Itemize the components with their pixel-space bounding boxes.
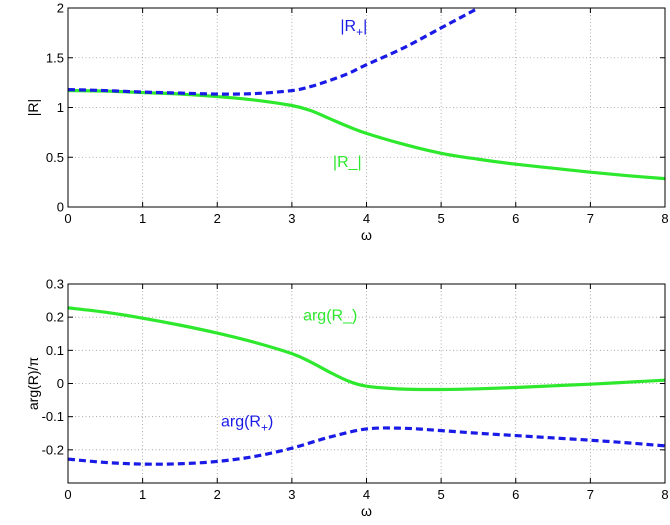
y-tick-label: 2 (57, 1, 64, 16)
x-tick-label: 4 (363, 211, 370, 226)
x-tick-label: 1 (139, 211, 146, 226)
x-tick-label: 8 (661, 487, 668, 502)
x-tick-label: 4 (363, 487, 370, 502)
x-tick-label: 3 (288, 487, 295, 502)
y-axis-label: arg(R)/π (25, 357, 41, 411)
y-tick-label: -0.1 (42, 409, 64, 424)
y-axis-label: |R| (25, 99, 41, 116)
x-tick-label: 6 (512, 487, 519, 502)
curve-label-2: |R_| (333, 154, 362, 171)
series-line-1 (68, 306, 665, 392)
y-tick-label: 1.5 (46, 50, 64, 65)
x-tick-label: 5 (438, 211, 445, 226)
x-tick-label: 0 (64, 487, 71, 502)
x-axis-label: ω (361, 503, 372, 519)
x-tick-label: 7 (587, 211, 594, 226)
chart-panel-2: 0 1 2 3 4 5 6 7 8 -0.2 -0.1 0 0.1 0.2 0.3 ω arg(R)/π arg(… (25, 277, 669, 520)
x-tick-label: 6 (512, 211, 519, 226)
x-tick-label: 5 (438, 487, 445, 502)
y-tick-label: 1 (57, 100, 64, 115)
grid (68, 8, 665, 207)
curve-label-subscript: + (356, 25, 363, 39)
curve-label-2: arg(R+) (221, 414, 273, 435)
x-axis-label: ω (361, 227, 372, 243)
curve-label-suffix: ) (268, 414, 273, 431)
x-tick-label: 8 (661, 211, 668, 226)
x-tick-label: 3 (288, 211, 295, 226)
series-line-2 (68, 8, 480, 96)
series-line-2 (68, 426, 665, 466)
x-tick-label: 2 (214, 487, 221, 502)
x-tick-label: 0 (64, 211, 71, 226)
y-tick-label: -0.2 (42, 442, 64, 457)
x-tick-label: 2 (214, 211, 221, 226)
curve-label-text: |R (340, 18, 356, 35)
curve-label-1: |R+| (340, 18, 367, 39)
curve-label-1: arg(R_) (303, 307, 357, 324)
y-tick-label: 0.1 (46, 343, 64, 358)
y-tick-label: 0.3 (46, 277, 64, 292)
x-tick-label: 7 (587, 487, 594, 502)
chart-panel-1: 0 1 2 3 4 5 6 7 800.511.52ω|R||R+||R_| (25, 1, 669, 244)
curve-label-subscript: + (261, 421, 268, 435)
grid (68, 284, 665, 483)
y-tick-label: 0 (57, 376, 64, 391)
curve-label-suffix: | (363, 18, 367, 35)
curve-label-text: arg(R (221, 414, 261, 431)
x-tick-label: 1 (139, 487, 146, 502)
curve-label-text: |R_| (333, 154, 362, 171)
curve-label-text: arg(R_) (303, 307, 357, 324)
y-tick-label: 0.2 (46, 310, 64, 325)
y-tick-label: 0 (57, 200, 64, 215)
y-tick-label: 0.5 (46, 150, 64, 165)
